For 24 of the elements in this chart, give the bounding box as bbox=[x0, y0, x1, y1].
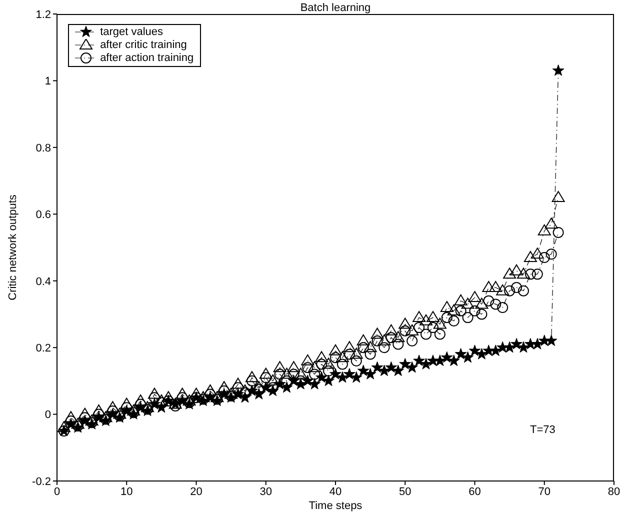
x-tick-label: 0 bbox=[54, 486, 60, 498]
y-tick-label: 1 bbox=[44, 76, 51, 88]
chart-title: Batch learning bbox=[299, 2, 372, 14]
legend-label: after critic training bbox=[100, 39, 187, 51]
y-tick-label: 0.2 bbox=[36, 342, 51, 354]
x-tick-label: 60 bbox=[468, 486, 481, 498]
legend-label: target values bbox=[100, 26, 164, 38]
x-tick-label: 70 bbox=[538, 486, 550, 498]
annotation: T=73 bbox=[530, 424, 556, 436]
x-tick-label: 80 bbox=[608, 486, 620, 498]
x-tick-label: 30 bbox=[260, 486, 272, 498]
y-tick-label: -0.2 bbox=[32, 476, 51, 488]
legend-label: after action training bbox=[100, 52, 194, 64]
y-tick-label: 1.2 bbox=[36, 8, 51, 21]
y-tick-label: 0.6 bbox=[36, 209, 51, 222]
y-axis-title: Critic network outputs bbox=[6, 194, 19, 300]
x-tick-label: 40 bbox=[329, 486, 342, 498]
x-tick-label: 10 bbox=[120, 486, 133, 498]
x-tick-label: 20 bbox=[190, 486, 202, 498]
y-tick-label: 0.4 bbox=[36, 276, 51, 288]
y-tick-label: 0.8 bbox=[36, 142, 51, 154]
y-tick-label: 0 bbox=[44, 409, 51, 422]
x-tick-label: 50 bbox=[399, 486, 412, 498]
x-axis-title: Time steps bbox=[308, 500, 363, 512]
